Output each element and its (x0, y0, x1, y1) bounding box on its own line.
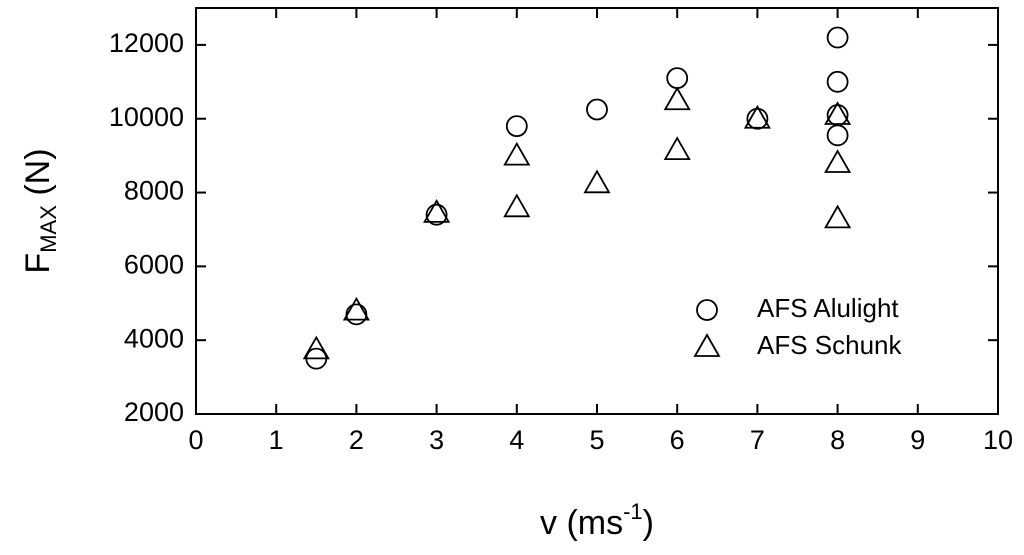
data-point (503, 141, 531, 166)
data-point (342, 296, 370, 321)
data-point (302, 335, 330, 360)
y-tick-label: 8000 (124, 176, 184, 206)
data-point (826, 26, 849, 49)
x-tick-label: 7 (750, 425, 765, 455)
x-tick-label: 10 (983, 425, 1013, 455)
data-point (663, 136, 691, 161)
x-axis-label-part: v (ms (540, 504, 623, 542)
data-point (824, 149, 852, 173)
data-point (425, 203, 448, 226)
x-tick-label: 6 (670, 425, 685, 455)
data-point (824, 101, 852, 125)
x-axis-label-sup: -1 (623, 499, 643, 524)
data-point (743, 104, 771, 129)
legend-label: AFS Schunk (757, 330, 903, 360)
data-point (826, 70, 849, 93)
x-tick-label: 8 (830, 425, 845, 455)
data-point (583, 169, 611, 194)
data-point (666, 67, 689, 90)
y-axis-label-part: (N) (19, 148, 57, 205)
y-tick-label: 4000 (124, 323, 184, 353)
data-point (345, 303, 368, 326)
data-point (586, 98, 608, 121)
y-axis-label-part: F (19, 253, 57, 274)
data-point (746, 107, 769, 130)
x-tick-label: 2 (349, 425, 364, 455)
x-axis-label-part: ) (643, 504, 654, 542)
x-axis-label: v (ms-1) (540, 499, 654, 542)
data-point (826, 124, 849, 147)
x-tick-label: 4 (509, 425, 524, 455)
x-tick-label: 3 (429, 425, 444, 455)
data-point (663, 86, 691, 111)
y-tick-label: 6000 (124, 249, 184, 279)
y-tick-label: 2000 (124, 397, 184, 427)
data-point (824, 204, 852, 229)
legend-label: AFS Alulight (757, 293, 899, 323)
data-point (505, 115, 528, 138)
legend-marker (693, 333, 721, 357)
y-axis-label-sub: MAX (36, 205, 61, 253)
x-tick-label: 9 (910, 425, 925, 455)
y-axis-label: FMAX (N) (19, 148, 61, 273)
y-tick-label: 10000 (109, 102, 184, 132)
x-tick-label: 1 (269, 425, 284, 455)
legend-marker (696, 299, 718, 321)
data-point (423, 199, 451, 223)
data-point (503, 193, 531, 218)
y-tick-label: 12000 (109, 28, 184, 58)
x-tick-label: 0 (188, 425, 203, 455)
x-tick-label: 5 (589, 425, 604, 455)
